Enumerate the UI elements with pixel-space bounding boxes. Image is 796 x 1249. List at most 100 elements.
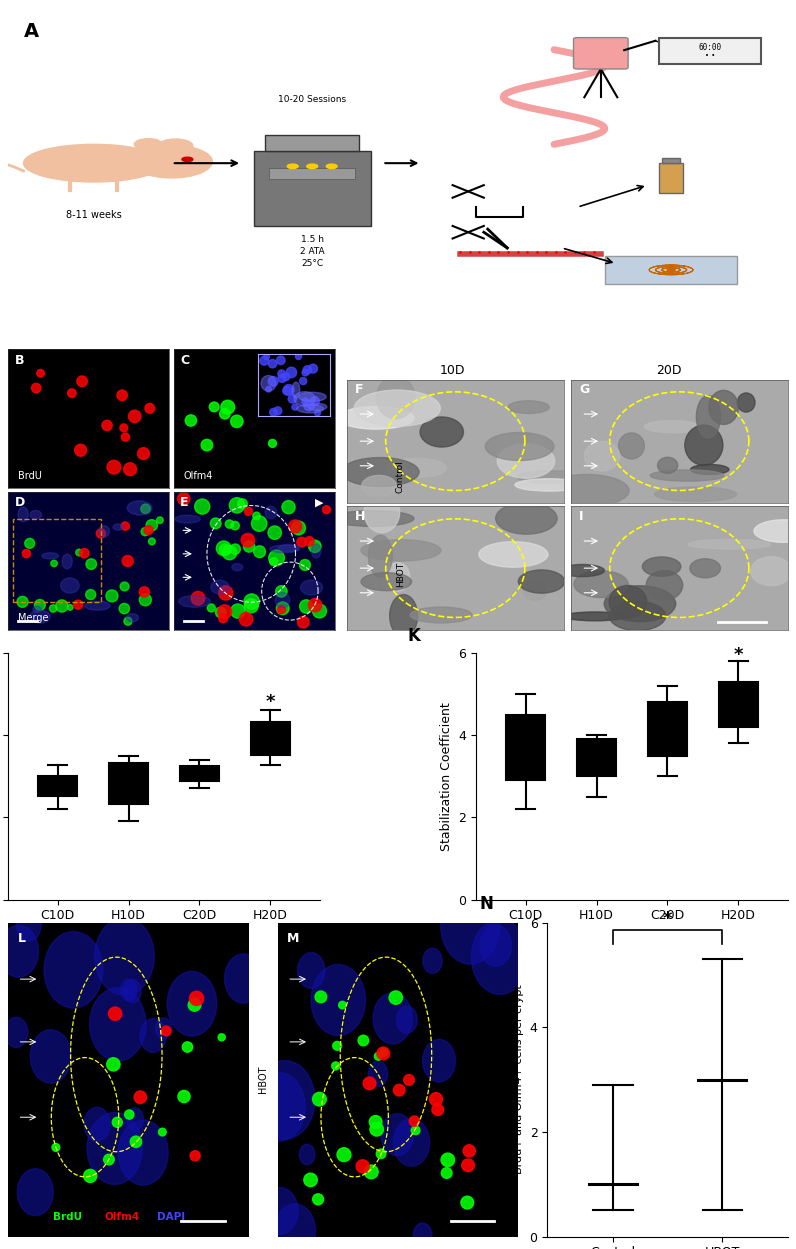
Text: /: / [144, 1213, 147, 1223]
Y-axis label: Brdu+ and Olfm4+ cells per crypt: Brdu+ and Olfm4+ cells per crypt [514, 984, 524, 1174]
Ellipse shape [691, 465, 729, 475]
Circle shape [87, 1113, 142, 1184]
Point [493, 357, 505, 377]
Circle shape [140, 1018, 166, 1053]
Ellipse shape [30, 511, 41, 520]
Ellipse shape [517, 471, 592, 483]
Ellipse shape [543, 475, 629, 507]
Ellipse shape [279, 545, 300, 552]
Text: E: E [181, 496, 189, 508]
Circle shape [252, 1073, 306, 1142]
Circle shape [90, 988, 146, 1062]
PathPatch shape [719, 682, 758, 727]
Bar [265, 135, 359, 151]
FancyBboxPatch shape [573, 37, 628, 69]
Ellipse shape [390, 595, 418, 637]
Circle shape [167, 972, 217, 1037]
Circle shape [44, 932, 103, 1008]
Ellipse shape [618, 433, 645, 458]
Ellipse shape [18, 507, 28, 522]
Text: N: N [480, 896, 494, 913]
Ellipse shape [175, 515, 201, 523]
Ellipse shape [479, 542, 548, 567]
Circle shape [306, 164, 318, 169]
Circle shape [84, 1108, 110, 1142]
Point [648, 347, 661, 367]
Point [696, 447, 708, 467]
Circle shape [224, 954, 263, 1003]
Point [215, 297, 228, 317]
Ellipse shape [341, 457, 419, 486]
PathPatch shape [648, 702, 687, 756]
Ellipse shape [523, 578, 548, 601]
Circle shape [326, 164, 338, 169]
Ellipse shape [420, 417, 463, 447]
Ellipse shape [609, 601, 665, 631]
Circle shape [298, 953, 325, 988]
Ellipse shape [690, 558, 720, 578]
Text: BrdU: BrdU [53, 1213, 82, 1223]
Text: ▶: ▶ [315, 497, 324, 507]
Circle shape [0, 926, 38, 977]
Point [373, 325, 385, 345]
Circle shape [396, 1007, 417, 1033]
Text: 60:00: 60:00 [698, 42, 722, 51]
Text: 10D: 10D [439, 363, 465, 377]
Text: C: C [181, 353, 189, 367]
Circle shape [480, 926, 512, 967]
Ellipse shape [270, 545, 298, 553]
Ellipse shape [127, 613, 139, 622]
Ellipse shape [737, 393, 755, 412]
Circle shape [381, 1114, 413, 1155]
Ellipse shape [60, 578, 80, 593]
Ellipse shape [369, 535, 392, 577]
Text: 20D: 20D [656, 363, 681, 377]
Point [743, 69, 755, 89]
Ellipse shape [178, 596, 210, 607]
Text: G: G [579, 383, 590, 396]
Circle shape [262, 1188, 298, 1234]
Circle shape [471, 919, 529, 994]
Ellipse shape [41, 553, 59, 558]
Text: M: M [287, 932, 299, 945]
PathPatch shape [577, 739, 616, 776]
Circle shape [124, 980, 141, 1003]
Ellipse shape [364, 492, 400, 532]
Ellipse shape [113, 523, 123, 530]
Ellipse shape [650, 470, 724, 481]
Ellipse shape [645, 421, 700, 432]
Text: HBOT: HBOT [258, 1065, 268, 1093]
Ellipse shape [584, 441, 620, 471]
Ellipse shape [508, 401, 549, 413]
Bar [254, 151, 371, 226]
Bar [659, 164, 683, 194]
Circle shape [30, 1029, 72, 1083]
Ellipse shape [311, 545, 321, 558]
Ellipse shape [127, 501, 152, 515]
Text: 8-11 weeks: 8-11 weeks [66, 210, 122, 220]
Ellipse shape [24, 145, 164, 182]
Bar [605, 256, 737, 284]
Text: F: F [355, 383, 364, 396]
Text: *: * [266, 693, 275, 711]
Ellipse shape [688, 540, 771, 550]
Text: B: B [14, 353, 24, 367]
Point [720, 322, 732, 342]
Circle shape [311, 964, 365, 1035]
Text: • •: • • [705, 52, 715, 59]
Text: *: * [663, 909, 673, 928]
Ellipse shape [361, 476, 396, 496]
Ellipse shape [386, 562, 410, 591]
Point [673, 392, 685, 412]
Ellipse shape [574, 571, 628, 597]
Point [558, 260, 571, 280]
Circle shape [373, 993, 412, 1044]
Circle shape [413, 1223, 432, 1248]
Point [759, 732, 772, 752]
Text: K: K [408, 627, 420, 646]
Text: Olfm4: Olfm4 [104, 1213, 139, 1223]
Ellipse shape [609, 586, 647, 618]
Ellipse shape [361, 540, 441, 561]
Text: BrdU: BrdU [18, 471, 41, 481]
Ellipse shape [387, 458, 447, 477]
